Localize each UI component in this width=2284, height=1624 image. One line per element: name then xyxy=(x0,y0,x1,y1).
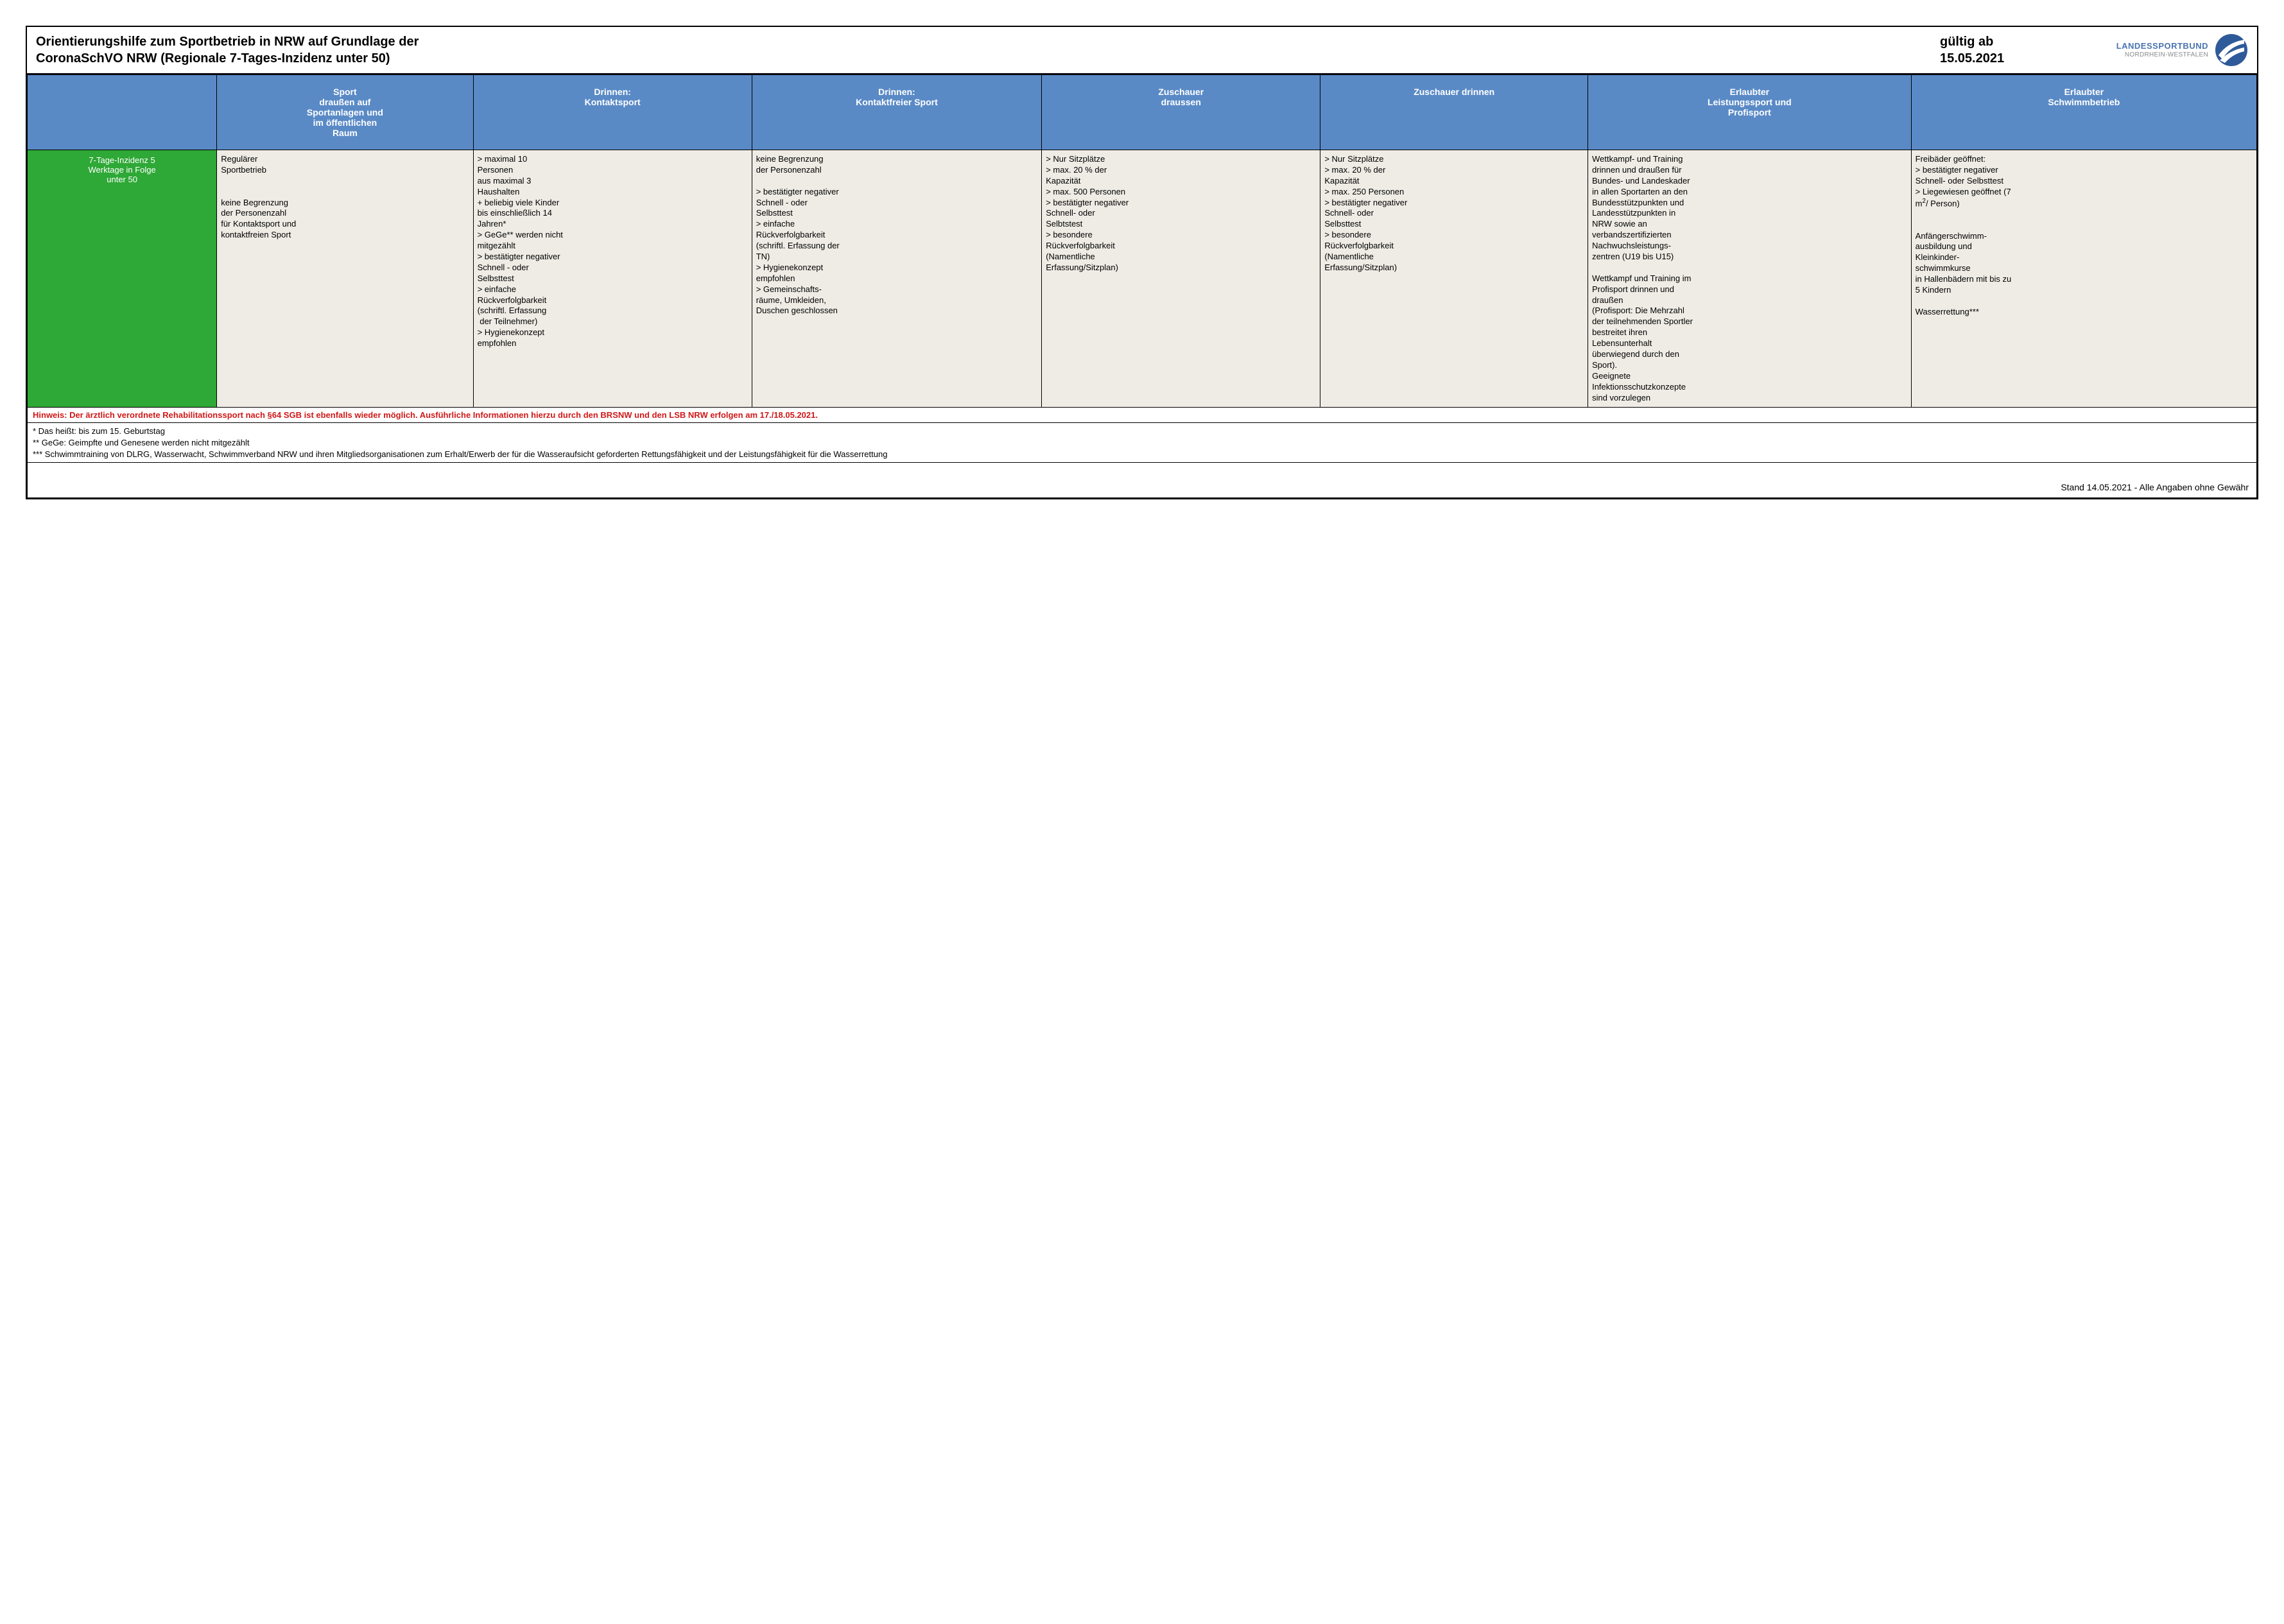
main-table: Sport draußen auf Sportanlagen und im öf… xyxy=(27,74,2257,498)
cell-6: Freibäder geöffnet: > bestätigter negati… xyxy=(1911,150,2256,408)
valid-from-block: gültig ab 15.05.2021 xyxy=(1940,33,2081,67)
row-label: 7-Tage-Inzidenz 5 Werktage in Folge unte… xyxy=(28,150,217,408)
hint-text: Hinweis: Der ärztlich verordnete Rehabil… xyxy=(28,408,2257,423)
stand-row: Stand 14.05.2021 - Alle Angaben ohne Gew… xyxy=(28,463,2257,498)
cell-3: > Nur Sitzplätze > max. 20 % der Kapazit… xyxy=(1042,150,1320,408)
hint-row: Hinweis: Der ärztlich verordnete Rehabil… xyxy=(28,408,2257,423)
valid-label: gültig ab xyxy=(1940,33,2081,50)
column-header-4: Zuschauer drinnen xyxy=(1320,75,1588,150)
logo-text: LANDESSPORTBUND NORDRHEIN-WESTFALEN xyxy=(2116,42,2208,58)
valid-date: 15.05.2021 xyxy=(1940,50,2081,67)
cell-5: Wettkampf- und Training drinnen und drau… xyxy=(1588,150,1912,408)
lsb-logo-icon xyxy=(2215,33,2248,67)
logo-text-1: LANDESSPORTBUND xyxy=(2116,42,2208,51)
title-block: Orientierungshilfe zum Sportbetrieb in N… xyxy=(36,33,1940,67)
column-header-row: Sport draußen auf Sportanlagen und im öf… xyxy=(28,75,2257,150)
header-row: Orientierungshilfe zum Sportbetrieb in N… xyxy=(27,27,2257,74)
logo-block: LANDESSPORTBUND NORDRHEIN-WESTFALEN xyxy=(2081,33,2248,67)
cell-4: > Nur Sitzplätze > max. 20 % der Kapazit… xyxy=(1320,150,1588,408)
column-header-empty xyxy=(28,75,217,150)
column-header-3: Zuschauer draussen xyxy=(1042,75,1320,150)
cell-0: Regulärer Sportbetrieb keine Begrenzung … xyxy=(217,150,473,408)
title-line-1: Orientierungshilfe zum Sportbetrieb in N… xyxy=(36,33,1940,50)
data-row: 7-Tage-Inzidenz 5 Werktage in Folge unte… xyxy=(28,150,2257,408)
column-header-2: Drinnen: Kontaktfreier Sport xyxy=(752,75,1041,150)
column-header-1: Drinnen: Kontaktsport xyxy=(473,75,752,150)
cell-1: > maximal 10 Personen aus maximal 3 Haus… xyxy=(473,150,752,408)
column-header-5: Erlaubter Leistungssport und Profisport xyxy=(1588,75,1912,150)
footnote-row: * Das heißt: bis zum 15. Geburtstag ** G… xyxy=(28,423,2257,463)
document-frame: Orientierungshilfe zum Sportbetrieb in N… xyxy=(26,26,2258,499)
footnote-text: * Das heißt: bis zum 15. Geburtstag ** G… xyxy=(28,423,2257,463)
column-header-6: Erlaubter Schwimmbetrieb xyxy=(1911,75,2256,150)
column-header-0: Sport draußen auf Sportanlagen und im öf… xyxy=(217,75,473,150)
stand-text: Stand 14.05.2021 - Alle Angaben ohne Gew… xyxy=(28,463,2257,498)
title-line-2: CoronaSchVO NRW (Regionale 7-Tages-Inzid… xyxy=(36,50,1940,67)
logo-text-2: NORDRHEIN-WESTFALEN xyxy=(2116,51,2208,58)
cell-2: keine Begrenzung der Personenzahl > best… xyxy=(752,150,1041,408)
